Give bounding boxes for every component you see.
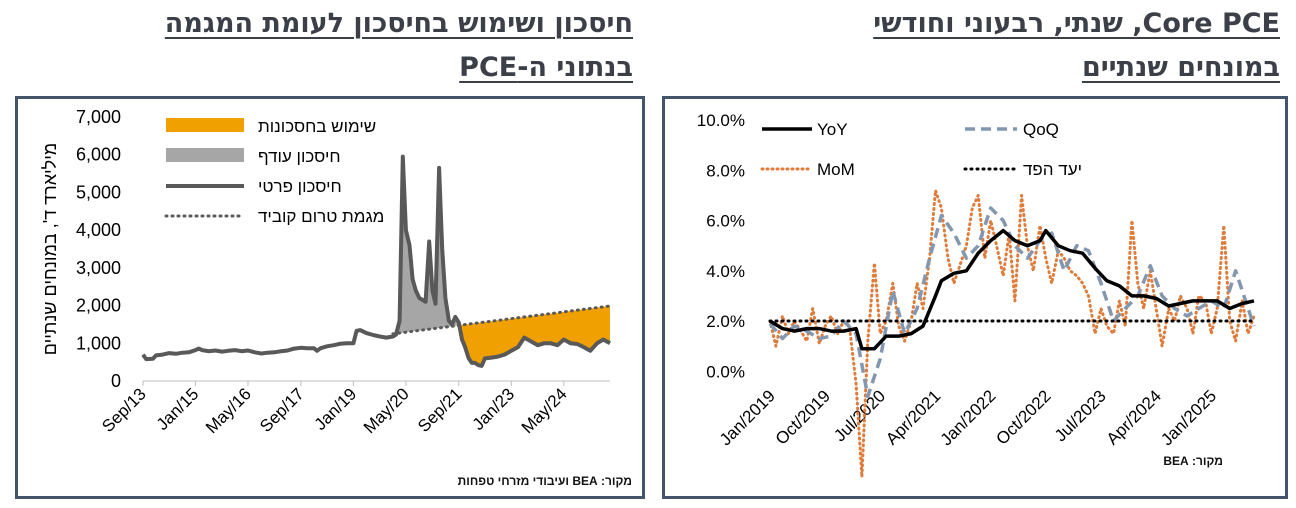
x-tick-label: May/20 bbox=[360, 384, 413, 437]
excess-savings-area bbox=[392, 156, 610, 334]
right-source-note: מקור: BEA bbox=[1163, 454, 1223, 468]
x-tick-label: Sep/21 bbox=[414, 384, 466, 436]
core-pce-chart: 0.0% 2.0% 4.0% 6.0% 8.0% 10.0% Jan/2019Oct/201… bbox=[697, 111, 1256, 479]
yoy-line bbox=[769, 228, 1255, 351]
x-tick-label: Jan/23 bbox=[469, 384, 519, 434]
savings-usage-area bbox=[392, 305, 610, 366]
y-tick-label: 6,000 bbox=[76, 145, 121, 165]
y-tick-label: 4.0% bbox=[706, 262, 745, 281]
x-tick-label: Sep/17 bbox=[256, 384, 308, 436]
x-tick-label: Jan/2025 bbox=[1157, 386, 1220, 449]
legend-yoy-label: YoY bbox=[817, 120, 848, 139]
legend-private-label: חיסכון פרטי bbox=[258, 177, 342, 196]
savings-chart: 0 1,000 2,000 3,000 4,000 5,000 6,000 7,000 מילי… bbox=[40, 107, 612, 437]
x-tick-label: Jan/19 bbox=[311, 384, 361, 434]
pre-covid-trend-line bbox=[391, 304, 612, 336]
right-title-line2: במונחים שנתיים bbox=[1081, 52, 1280, 83]
left-source-note: מקור: BEA ועיבודי מזרחי טפחות bbox=[457, 474, 632, 488]
x-tick-label: Jul/2020 bbox=[830, 386, 889, 445]
y-tick-label: 2,000 bbox=[76, 296, 121, 316]
qoq-line bbox=[768, 206, 1256, 399]
legend-target-label: יעד הפד bbox=[1023, 160, 1082, 179]
y-tick-label: 7,000 bbox=[76, 107, 121, 127]
legend-usage-swatch bbox=[166, 118, 244, 132]
y-tick-label: 5,000 bbox=[76, 182, 121, 202]
mom-line bbox=[768, 188, 1256, 479]
y-tick-label: 10.0% bbox=[697, 111, 745, 130]
x-tick-label: May/24 bbox=[518, 384, 571, 437]
y-tick-label: 3,000 bbox=[76, 258, 121, 278]
legend-mom-label: MoM bbox=[817, 160, 855, 179]
right-title-line1: Core PCE, שנתי, רבעוני וחודשי bbox=[873, 8, 1280, 39]
x-tick-label: Jul/2023 bbox=[1051, 386, 1110, 445]
legend-excess-swatch bbox=[166, 148, 244, 162]
x-tick-label: Oct/2019 bbox=[772, 386, 834, 448]
y-tick-label: 0 bbox=[111, 371, 121, 391]
left-legend: שימוש בחסכונות חיסכון עודף חיסכון פרטי מגמת… bbox=[164, 117, 384, 226]
x-tick-label: Oct/2022 bbox=[992, 386, 1054, 448]
x-tick-label: Jan/2019 bbox=[716, 386, 779, 449]
right-legend: YoY QoQ MoM יעד הפד bbox=[760, 120, 1082, 179]
y-axis-title: מיליארד ד', במונחים שנתיים bbox=[40, 143, 60, 356]
y-tick-label: 8.0% bbox=[706, 161, 745, 180]
legend-usage-label: שימוש בחסכונות bbox=[258, 117, 376, 136]
left-title-line2: בנתוני ה-PCE bbox=[459, 52, 633, 83]
x-tick-label: Sep/13 bbox=[98, 384, 150, 436]
x-tick-label: Jan/2022 bbox=[937, 386, 1000, 449]
legend-qoq-label: QoQ bbox=[1023, 120, 1059, 139]
x-tick-label: Apr/2024 bbox=[1103, 386, 1165, 448]
y-tick-label: 6.0% bbox=[706, 212, 745, 231]
y-tick-label: 4,000 bbox=[76, 220, 121, 240]
right-chart-panel: 0.0% 2.0% 4.0% 6.0% 8.0% 10.0% Jan/2019 Oct/201… bbox=[662, 96, 1288, 499]
left-chart-panel: 0 1,000 2,000 3,000 4,000 5,000 6,000 7,000 מילי… bbox=[15, 96, 645, 499]
private-savings-line bbox=[141, 154, 611, 368]
legend-excess-label: חיסכון עודף bbox=[258, 147, 341, 166]
legend-trend-label: מגמת טרום קוביד bbox=[258, 207, 384, 226]
y-tick-label: 0.0% bbox=[706, 362, 745, 381]
x-tick-label: Apr/2021 bbox=[882, 386, 944, 448]
x-tick-label: Jan/15 bbox=[153, 384, 203, 434]
x-tick-label: May/16 bbox=[202, 384, 255, 437]
y-tick-label: 1,000 bbox=[76, 333, 121, 353]
y-tick-label: 2.0% bbox=[706, 312, 745, 331]
left-title-line1: חיסכון ושימוש בחיסכון לעומת המגמה bbox=[164, 8, 633, 39]
